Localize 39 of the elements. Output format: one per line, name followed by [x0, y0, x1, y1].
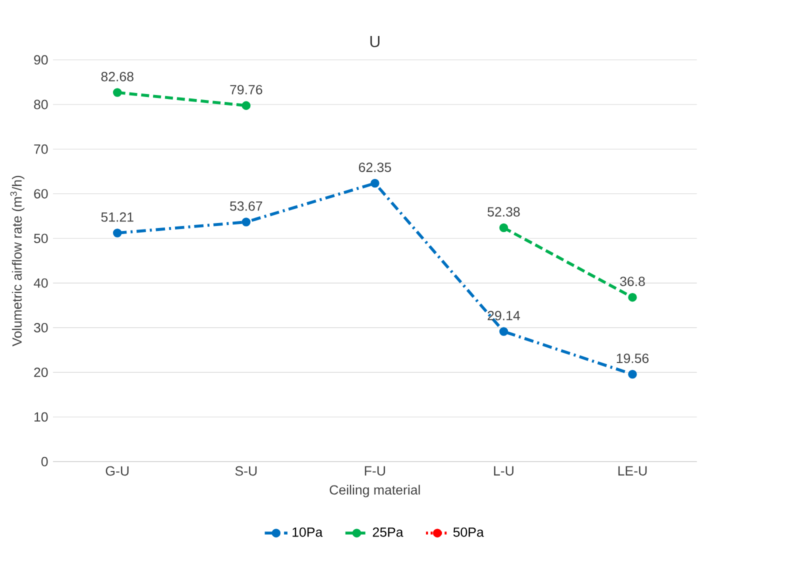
data-label: 29.14 [488, 311, 520, 320]
y-tick-label: 80 [34, 100, 48, 110]
y-tick-label: 40 [34, 278, 48, 288]
point [499, 224, 508, 232]
y-tick-label: 0 [41, 457, 48, 466]
x-axis-title: Ceiling material [330, 485, 420, 498]
y-tick-label: 90 [34, 55, 48, 65]
point [112, 88, 122, 98]
data-label: 82.68 [101, 72, 134, 82]
data-label: 53.67 [230, 202, 262, 211]
x-tick-label: F-U [364, 466, 385, 476]
legend-label: 10Pa [292, 528, 323, 538]
point [242, 101, 251, 110]
data-label: 51.21 [101, 212, 134, 222]
x-tick-label: LE-U [618, 466, 647, 476]
point [628, 293, 637, 302]
legend-label: 50Pa [453, 528, 484, 538]
y-tick-label: 20 [34, 368, 48, 378]
y-tick-label: 60 [34, 189, 48, 199]
x-tick-label: S-U [235, 466, 257, 476]
y-tick-label: 70 [34, 144, 48, 154]
point [499, 327, 508, 336]
point [112, 228, 122, 238]
data-label: 36.8 [620, 276, 645, 286]
chart-title: U [370, 36, 380, 48]
y-tick-label: 50 [34, 234, 48, 244]
y-axis-title: Volumetric airflow rate (m$^{3}$/h) [10, 176, 24, 347]
data-label: 19.56 [616, 354, 649, 364]
data-label: 62.35 [358, 162, 392, 172]
data-label: 52.38 [488, 207, 520, 217]
legend-label: 25Pa [372, 528, 404, 538]
x-tick-label: L-U [494, 466, 514, 476]
y-tick-label: 30 [34, 323, 48, 333]
y-tick-label: 10 [34, 412, 48, 422]
point [242, 218, 251, 227]
point [370, 179, 380, 188]
point [628, 370, 637, 379]
data-label: 79.76 [230, 85, 262, 95]
x-tick-label: G-U [106, 466, 129, 476]
